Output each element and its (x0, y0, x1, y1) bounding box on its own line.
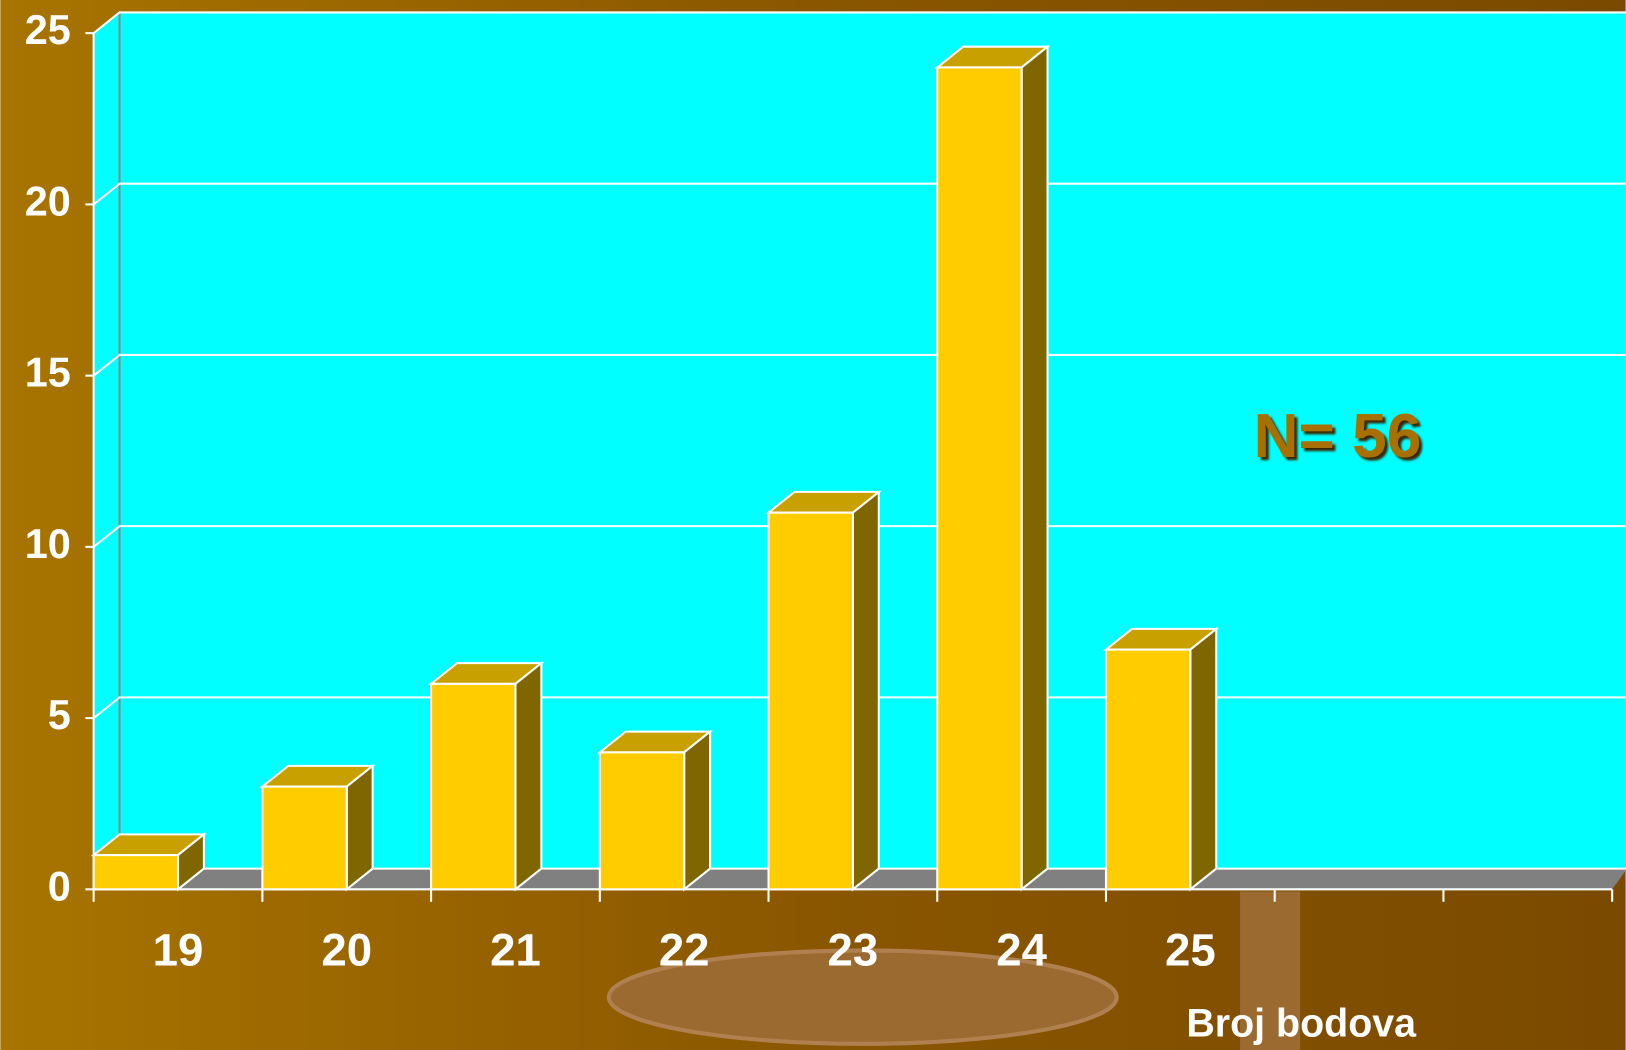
bar (767, 511, 854, 891)
y-tick-label: 0 (48, 862, 71, 909)
bar-side (683, 729, 712, 892)
scale-decoration (606, 948, 1119, 1046)
scale-decoration (1240, 891, 1301, 1050)
x-tick-label: 19 (153, 925, 204, 976)
bar (598, 751, 686, 891)
bar (936, 66, 1023, 891)
grid-line (93, 353, 1626, 377)
y-tick-label: 10 (25, 520, 71, 567)
bar-side (851, 489, 880, 892)
x-axis-label: Broj bodova (1186, 1002, 1417, 1046)
x-tick-label: 22 (659, 925, 710, 976)
x-tick-label: 25 (1165, 925, 1216, 976)
grid-line (93, 182, 1626, 206)
x-tick-label: 20 (321, 925, 372, 976)
y-tick-label: 20 (25, 177, 71, 224)
bar-side (1189, 626, 1218, 892)
grid-line (93, 525, 1626, 548)
x-tick-label: 21 (490, 925, 541, 976)
bar-side (345, 763, 374, 892)
side-wall (92, 10, 121, 892)
bar-side (514, 660, 543, 892)
x-tick-label: 23 (828, 925, 879, 976)
plot: 0 5 10 15 20 25 19 20 21 22 23 24 25 (25, 6, 1626, 976)
bar (261, 785, 348, 891)
y-tick-label: 15 (25, 349, 71, 396)
grid-line (93, 11, 1626, 34)
bar (430, 682, 517, 891)
x-tick-label: 24 (996, 925, 1047, 976)
y-tick-label: 25 (25, 6, 71, 53)
bar (1104, 648, 1192, 891)
bar-side (1020, 44, 1049, 892)
annotation: N= 56 (1254, 402, 1422, 471)
bar (92, 854, 180, 891)
y-tick-label: 5 (48, 691, 71, 738)
